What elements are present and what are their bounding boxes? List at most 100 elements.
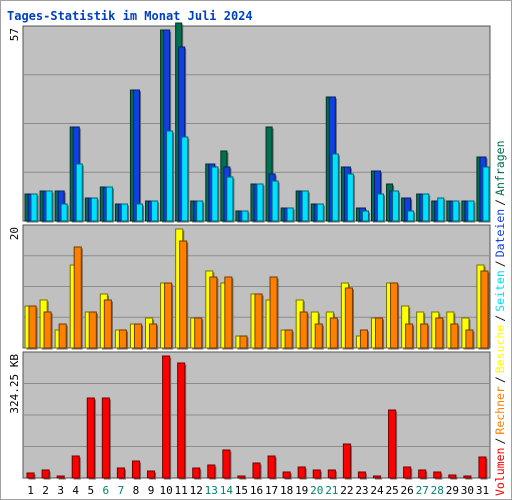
bar-rechner-day-13: [209, 276, 218, 349]
bar-rechner-day-4: [73, 246, 82, 349]
legend-besuche: Besuche: [493, 325, 507, 374]
bar-rechner-day-20: [314, 323, 323, 349]
panel-2: 20: [8, 224, 491, 350]
bar-seiten-day-10: [166, 130, 174, 222]
x-label-day-8: 8: [133, 484, 140, 497]
panel-3: 324.25 KB: [8, 351, 491, 480]
bar-rechner-day-11: [179, 240, 188, 349]
legend-separator: /: [493, 315, 507, 322]
bar-seiten-day-1: [30, 193, 38, 222]
x-label-day-4: 4: [72, 484, 79, 497]
x-label-day-26: 26: [401, 484, 414, 497]
bar-seiten-day-13: [211, 166, 219, 222]
bar-volumen-day-29: [448, 474, 457, 479]
x-label-day-11: 11: [175, 484, 188, 497]
bar-seiten-day-19: [301, 190, 309, 222]
x-label-day-13: 13: [205, 484, 218, 497]
bar-seiten-day-11: [181, 136, 189, 222]
bar-rechner-day-25: [390, 282, 399, 349]
bar-seiten-day-2: [45, 190, 53, 222]
bar-rechner-day-26: [405, 323, 414, 349]
panel-2-ymax-label: 20: [8, 227, 21, 240]
bar-rechner-day-1: [28, 305, 37, 349]
x-label-day-23: 23: [355, 484, 368, 497]
bar-volumen-day-25: [388, 409, 397, 479]
x-label-day-18: 18: [280, 484, 293, 497]
bar-volumen-day-19: [297, 466, 306, 479]
bar-volumen-day-17: [267, 455, 276, 479]
bar-volumen-day-14: [222, 449, 231, 479]
x-label-day-9: 9: [148, 484, 155, 497]
bar-volumen-day-9: [147, 470, 156, 479]
x-label-day-14: 14: [220, 484, 234, 497]
bar-seiten-day-3: [60, 203, 68, 222]
bar-rechner-day-5: [88, 311, 97, 349]
bar-volumen-day-2: [41, 469, 50, 479]
bar-rechner-day-22: [344, 287, 353, 349]
bar-rechner-day-19: [299, 311, 308, 349]
bar-volumen-day-24: [372, 475, 382, 479]
x-axis-labels: 1 2 3 4 5 6 7 8 9 10 11 12 13 14 15 16 17 18 19 20 21 22 23 24 2…: [27, 484, 489, 497]
bar-rechner-day-24: [374, 317, 384, 349]
bar-seiten-day-22: [346, 173, 354, 222]
bar-rechner-day-14: [224, 276, 233, 349]
bar-seiten-day-5: [90, 197, 98, 222]
legend-text: Volumen / Rechner / Besuche / Seiten / Dateien / A…: [493, 141, 507, 497]
bar-volumen-day-11: [177, 362, 186, 479]
legend-separator: /: [493, 199, 507, 206]
bar-volumen-day-20: [312, 469, 321, 479]
bar-volumen-day-31: [478, 456, 487, 479]
x-label-day-29: 29: [446, 484, 459, 497]
bar-dateien-day-8: [132, 89, 141, 222]
bar-rechner-day-3: [58, 323, 67, 349]
bar-seiten-day-26: [407, 210, 415, 222]
bar-volumen-day-3: [56, 475, 65, 479]
legend-seiten: Seiten: [493, 270, 507, 312]
chart-title: Tages-Statistik im Monat Juli 2024: [7, 9, 253, 23]
legend-separator: /: [493, 260, 507, 267]
x-label-day-28: 28: [431, 484, 444, 497]
bar-rechner-day-9: [149, 323, 158, 349]
x-label-day-7: 7: [118, 484, 125, 497]
bar-volumen-day-26: [403, 466, 412, 479]
legend-rechner: Rechner: [493, 386, 507, 435]
bar-rechner-day-31: [480, 270, 489, 349]
bar-volumen-day-27: [418, 469, 427, 479]
bar-volumen-day-23: [357, 471, 366, 479]
x-label-day-16: 16: [250, 484, 263, 497]
bar-rechner-day-16: [254, 293, 263, 349]
bar-seiten-day-30: [467, 200, 475, 222]
bar-rechner-day-21: [329, 317, 338, 349]
bar-volumen-day-4: [71, 455, 80, 479]
bar-seiten-day-8: [135, 203, 144, 222]
bar-volumen-day-1: [26, 472, 35, 479]
bar-volumen-day-8: [131, 460, 141, 479]
bar-volumen-day-5: [86, 397, 95, 479]
bar-rechner-day-23: [359, 329, 368, 349]
bar-volumen-day-28: [433, 471, 442, 479]
bar-volumen-day-6: [101, 397, 110, 479]
bar-seiten-day-18: [286, 207, 294, 222]
x-label-day-30: 30: [461, 484, 474, 497]
bar-rechner-day-30: [465, 329, 474, 349]
bar-rechner-day-8: [133, 323, 143, 349]
bar-rechner-day-10: [164, 282, 173, 349]
bar-seiten-day-6: [105, 186, 113, 222]
x-label-day-31: 31: [476, 484, 489, 497]
bar-seiten-day-12: [196, 200, 204, 222]
x-label-day-22: 22: [340, 484, 353, 497]
bar-rechner-day-18: [284, 329, 293, 349]
x-label-day-3: 3: [57, 484, 64, 497]
bar-seiten-day-29: [452, 200, 460, 222]
x-label-day-5: 5: [87, 484, 94, 497]
bar-seiten-day-20: [316, 203, 324, 222]
bar-rechner-day-6: [103, 299, 112, 349]
bar-seiten-day-23: [361, 210, 369, 222]
bar-volumen-day-22: [342, 443, 351, 479]
bar-seiten-day-25: [392, 190, 400, 222]
bar-rechner-day-7: [118, 329, 127, 349]
x-label-day-21: 21: [325, 484, 338, 497]
bar-seiten-day-16: [256, 183, 264, 222]
bar-seiten-day-15: [241, 210, 249, 222]
